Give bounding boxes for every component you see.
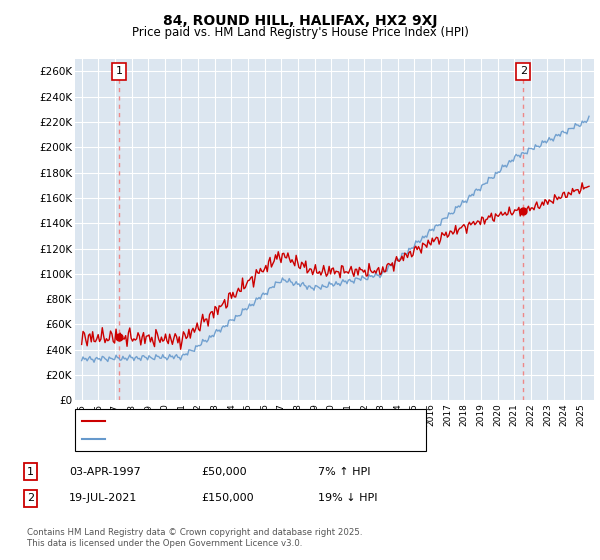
Text: £150,000: £150,000	[201, 493, 254, 503]
Text: 2: 2	[520, 67, 527, 77]
Text: 19-JUL-2021: 19-JUL-2021	[69, 493, 137, 503]
Text: £50,000: £50,000	[201, 466, 247, 477]
Text: 1: 1	[27, 466, 34, 477]
Text: 84, ROUND HILL, HALIFAX, HX2 9XJ: 84, ROUND HILL, HALIFAX, HX2 9XJ	[163, 14, 437, 28]
Text: 2: 2	[27, 493, 34, 503]
Text: 1: 1	[116, 67, 122, 77]
Text: Price paid vs. HM Land Registry's House Price Index (HPI): Price paid vs. HM Land Registry's House …	[131, 26, 469, 39]
Text: HPI: Average price, semi-detached house, Calderdale: HPI: Average price, semi-detached house,…	[108, 435, 386, 445]
Text: 84, ROUND HILL, HALIFAX, HX2 9XJ (semi-detached house): 84, ROUND HILL, HALIFAX, HX2 9XJ (semi-d…	[108, 417, 413, 426]
Text: 7% ↑ HPI: 7% ↑ HPI	[318, 466, 371, 477]
Text: Contains HM Land Registry data © Crown copyright and database right 2025.
This d: Contains HM Land Registry data © Crown c…	[27, 528, 362, 548]
Text: 03-APR-1997: 03-APR-1997	[69, 466, 141, 477]
Text: 19% ↓ HPI: 19% ↓ HPI	[318, 493, 377, 503]
